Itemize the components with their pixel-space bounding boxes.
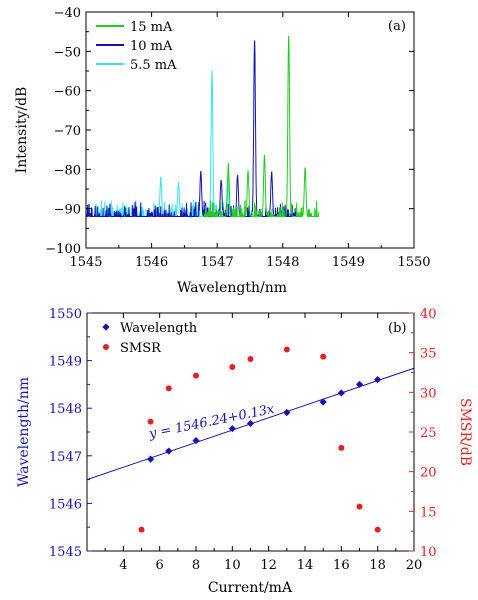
legend-label-a: 5.5 mA bbox=[130, 58, 177, 73]
smsr-point bbox=[283, 346, 290, 353]
smsr-point bbox=[320, 353, 327, 360]
x-tick-label-b: 16 bbox=[333, 558, 350, 573]
x-tick-label-a: 1550 bbox=[397, 255, 430, 270]
x-tick-label-b: 6 bbox=[156, 558, 164, 573]
x-tick-label-b: 14 bbox=[297, 558, 314, 573]
wavelength-point bbox=[374, 376, 382, 384]
spectrum-line-15-mA bbox=[203, 35, 320, 219]
x-tick-label-a: 1547 bbox=[201, 255, 234, 270]
wavelength-point bbox=[165, 447, 173, 455]
x-tick-label-b: 12 bbox=[260, 558, 277, 573]
legend-a: 15 mA 10 mA 5.5 mA bbox=[96, 20, 177, 73]
x-tick-label-b: 4 bbox=[119, 558, 127, 573]
y-tick-label-right-b: 10 bbox=[420, 545, 437, 560]
x-tick-label-b: 8 bbox=[192, 558, 200, 573]
axis-ticks-a: 1545 1546 1547 1548 1549 1550 −100 −90 −80 −70 −60… bbox=[45, 6, 430, 270]
legend-marker-b bbox=[102, 323, 110, 331]
legend-label-b: SMSR bbox=[120, 341, 162, 356]
smsr-point bbox=[165, 385, 172, 392]
y-tick-label-a: −90 bbox=[54, 203, 81, 218]
y-tick-label-left-b: 1545 bbox=[49, 545, 82, 560]
y-tick-label-a: −60 bbox=[54, 85, 81, 100]
y-tick-label-a: −50 bbox=[54, 45, 81, 60]
legend-label-a: 15 mA bbox=[130, 20, 173, 35]
y-tick-label-right-b: 35 bbox=[420, 347, 437, 362]
x-tick-label-b: 18 bbox=[369, 558, 386, 573]
wavelength-point bbox=[319, 398, 327, 406]
y-tick-label-right-b: 25 bbox=[420, 426, 437, 441]
x-axis-label-b: Current/mA bbox=[208, 580, 293, 596]
x-tick-label-a: 1548 bbox=[266, 255, 299, 270]
smsr-point bbox=[147, 418, 154, 425]
smsr-point bbox=[193, 372, 199, 379]
y-tick-label-a: −80 bbox=[54, 163, 81, 178]
data-points-b bbox=[138, 346, 382, 533]
spectra bbox=[86, 35, 320, 219]
spectrum-line-10-mA bbox=[86, 40, 300, 218]
panel-a: 1545 1546 1547 1548 1549 1550 −100 −90 −80 −70 −60… bbox=[14, 6, 431, 296]
axis-ticks-b: 4 6 8 10 12 14 16 18 20 1545 1546 1547 1548 1549 1550 1… bbox=[49, 307, 437, 573]
y-axis-label-left-b: Wavelength/nm bbox=[16, 377, 32, 487]
smsr-point bbox=[229, 363, 236, 370]
y-tick-label-right-b: 15 bbox=[420, 505, 437, 520]
spectrum-line-5_5-mA bbox=[86, 70, 234, 218]
smsr-point bbox=[247, 356, 254, 363]
wavelength-point bbox=[355, 380, 364, 388]
y-tick-label-a: −40 bbox=[54, 6, 81, 21]
x-tick-label-a: 1546 bbox=[135, 255, 168, 270]
wavelength-point bbox=[337, 389, 345, 397]
smsr-point bbox=[338, 444, 345, 451]
wavelength-point bbox=[146, 455, 155, 463]
y-axis-label-right-b: SMSR/dB bbox=[457, 398, 473, 466]
wavelength-point bbox=[283, 408, 291, 417]
y-tick-label-right-b: 20 bbox=[420, 466, 437, 481]
x-tick-label-a: 1545 bbox=[69, 255, 102, 270]
x-axis-label-a: Wavelength/nm bbox=[177, 280, 287, 296]
wavelength-point bbox=[192, 436, 200, 445]
panel-label-b: (b) bbox=[388, 321, 406, 336]
legend-marker-b bbox=[103, 344, 109, 350]
y-tick-label-right-b: 40 bbox=[420, 307, 437, 322]
y-tick-label-right-b: 30 bbox=[420, 386, 437, 401]
y-tick-label-a: −70 bbox=[54, 124, 81, 139]
legend-label-b: Wavelength bbox=[120, 321, 198, 336]
wavelength-point bbox=[246, 419, 255, 428]
y-tick-label-left-b: 1548 bbox=[49, 402, 82, 417]
smsr-point bbox=[374, 526, 381, 533]
panel-label-a: (a) bbox=[388, 19, 406, 34]
y-tick-label-left-b: 1546 bbox=[49, 497, 82, 512]
legend-label-a: 10 mA bbox=[130, 39, 173, 54]
x-tick-label-a: 1549 bbox=[332, 255, 365, 270]
y-tick-label-a: −100 bbox=[45, 242, 81, 257]
legend-b: Wavelength SMSR bbox=[102, 321, 198, 356]
smsr-point bbox=[356, 503, 363, 510]
x-tick-label-b: 10 bbox=[224, 558, 241, 573]
x-tick-label-b: 20 bbox=[406, 558, 423, 573]
y-tick-label-left-b: 1547 bbox=[49, 450, 82, 465]
y-tick-label-left-b: 1550 bbox=[49, 307, 82, 322]
wavelength-point bbox=[228, 425, 236, 433]
y-axis-label-a: Intensity/dB bbox=[14, 87, 30, 174]
y-tick-label-left-b: 1549 bbox=[49, 355, 82, 370]
panel-b: 4 6 8 10 12 14 16 18 20 1545 1546 1547 1548 1549 1550 1… bbox=[16, 307, 473, 596]
smsr-point bbox=[138, 526, 145, 533]
